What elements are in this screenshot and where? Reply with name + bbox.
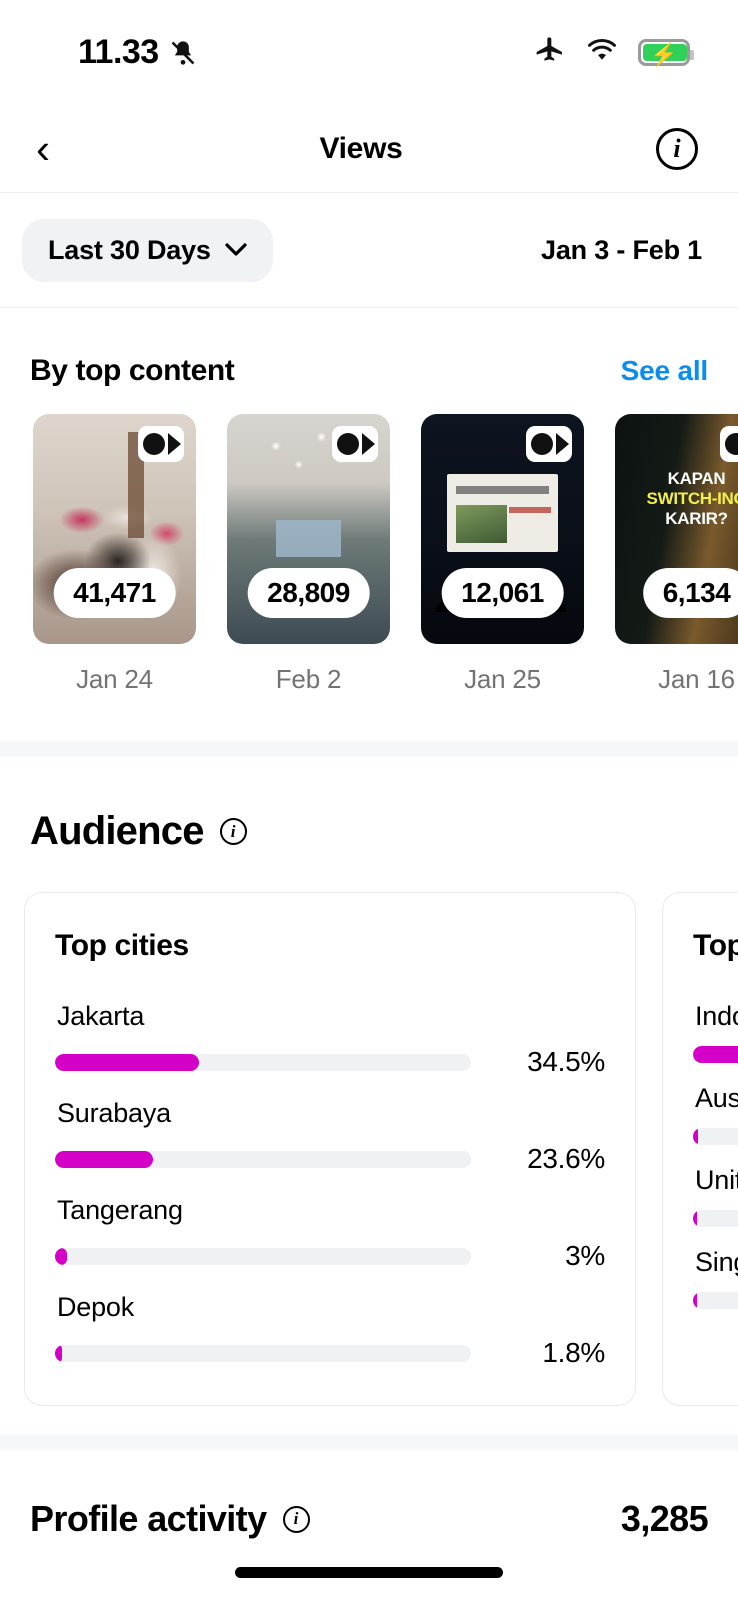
list-item: United States [693,1151,738,1227]
status-bar: 11.33 ⚡ [0,0,738,105]
progress-track [55,1344,471,1362]
list-item: Indonesia [693,987,738,1063]
progress-track [693,1210,738,1227]
list-item: Tangerang 3% [55,1181,605,1272]
progress-fill [55,1344,63,1362]
info-circle-icon[interactable]: i [219,818,247,845]
card-title: Top cities [55,929,189,962]
top-content-title: By top content [30,354,235,387]
status-bar-right: ⚡ [534,34,694,71]
content-date: Feb 2 [275,664,342,694]
section-divider [0,1434,738,1450]
progress-fill [693,1128,698,1145]
list-item: Surabaya 23.6% [55,1084,605,1175]
audience-carousel[interactable]: Top cities Jakarta 34.5% Surabaya 23.6% … [0,892,738,1406]
reel-icon [138,426,184,462]
top-content-carousel[interactable]: 41,471 Jan 24 28,809 Feb 2 12,061 Jan 25 [0,414,738,695]
overlay-line-3: KARIR? [665,509,728,529]
overlay-line-2: SWITCH-ING [646,489,738,509]
info-circle-icon[interactable]: i [282,1505,310,1533]
content-thumbnail[interactable]: 41,471 [33,414,196,644]
profile-activity-title: Profile activity [30,1498,267,1539]
reel-icon [526,426,572,462]
content-thumbnail[interactable]: 28,809 [227,414,390,644]
city-percent: 1.8% [542,1337,605,1368]
top-countries-card: Top countries Indonesia Australia United… [662,892,738,1406]
home-indicator [235,1567,503,1578]
content-card[interactable]: 28,809 Feb 2 [227,414,390,695]
content-date: Jan 24 [76,664,153,694]
city-label: Jakarta [57,1001,145,1031]
chevron-down-icon [225,240,247,261]
profile-activity-row[interactable]: Profile activity i 3,285 [0,1450,738,1540]
progress-fill [693,1292,697,1309]
overlay-line-1: KAPAN [667,469,726,489]
content-card[interactable]: 41,471 Jan 24 [33,414,196,695]
battery-charging-icon: ⚡ [638,39,694,67]
content-thumbnail[interactable]: KAPAN SWITCH-ING KARIR? 6,134 [615,414,738,644]
progress-fill [55,1150,154,1168]
date-range-text: Jan 3 - Feb 1 [541,234,702,265]
country-label: Indonesia [695,1001,738,1031]
city-label: Surabaya [57,1098,171,1128]
thumbnail-artwork [447,473,558,552]
city-label: Depok [57,1292,135,1322]
section-divider [0,741,738,757]
progress-track [55,1053,471,1071]
content-thumbnail[interactable]: 12,061 [421,414,584,644]
thumbnail-overlay-text: KAPAN SWITCH-ING KARIR? [615,469,738,529]
content-date: Jan 16 [658,664,735,694]
view-count-badge: 12,061 [441,568,564,618]
progress-track [55,1150,471,1168]
card-title: Top countries [693,929,738,962]
view-count-badge: 6,134 [642,568,738,618]
status-time: 11.33 [78,33,159,71]
progress-fill [693,1210,698,1227]
progress-fill [693,1046,738,1063]
date-range-dropdown-label: Last 30 Days [48,234,211,265]
reel-icon [720,426,738,462]
wifi-icon [586,37,618,68]
profile-activity-left: Profile activity i [30,1498,310,1540]
audience-title: Audience [30,809,204,853]
content-date: Jan 25 [464,664,541,694]
filter-row: Last 30 Days Jan 3 - Feb 1 [0,193,738,308]
see-all-link[interactable]: See all [620,355,709,386]
progress-track [693,1128,738,1145]
airplane-mode-icon [534,34,566,71]
date-range-dropdown[interactable]: Last 30 Days [22,218,273,282]
city-label: Tangerang [57,1195,183,1225]
audience-header: Audience i [0,757,738,892]
list-item: Depok 1.8% [55,1278,605,1369]
back-button[interactable]: ‹ [36,124,50,172]
profile-activity-value: 3,285 [620,1498,709,1539]
bell-muted-icon [169,38,197,68]
city-percent: 34.5% [527,1046,605,1077]
country-label: Singapore [695,1247,738,1277]
progress-track [693,1292,738,1309]
country-label: Australia [695,1083,738,1113]
nav-bar: ‹ Views i [0,105,738,193]
info-circle-icon[interactable]: i [655,127,698,170]
page-title: Views [319,131,403,165]
content-card[interactable]: KAPAN SWITCH-ING KARIR? 6,134 Jan 16 [615,414,738,695]
content-card[interactable]: 12,061 Jan 25 [421,414,584,695]
top-content-header: By top content See all [0,308,738,414]
list-item: Australia [693,1069,738,1145]
progress-fill [55,1247,68,1265]
country-label: United States [695,1165,738,1195]
view-count-badge: 28,809 [247,568,370,618]
list-item: Jakarta 34.5% [55,987,605,1078]
status-bar-left: 11.33 [78,33,197,72]
progress-fill [55,1053,199,1071]
reel-icon [332,426,378,462]
view-count-badge: 41,471 [53,568,176,618]
progress-track [693,1046,738,1063]
city-percent: 23.6% [527,1143,605,1174]
city-percent: 3% [565,1240,605,1271]
progress-track [55,1247,471,1265]
list-item: Singapore [693,1233,738,1309]
top-cities-card: Top cities Jakarta 34.5% Surabaya 23.6% … [24,892,636,1406]
